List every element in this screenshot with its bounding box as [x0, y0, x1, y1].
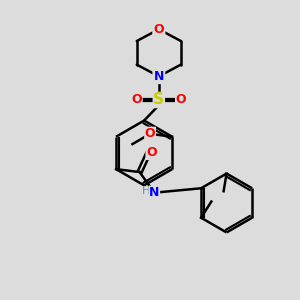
- Text: N: N: [154, 70, 164, 83]
- Text: S: S: [153, 92, 164, 107]
- Text: H: H: [142, 186, 150, 196]
- Text: O: O: [176, 93, 186, 106]
- Text: N: N: [149, 186, 160, 199]
- Text: O: O: [154, 23, 164, 36]
- Text: O: O: [146, 146, 157, 159]
- Text: O: O: [145, 127, 155, 140]
- Text: O: O: [131, 93, 142, 106]
